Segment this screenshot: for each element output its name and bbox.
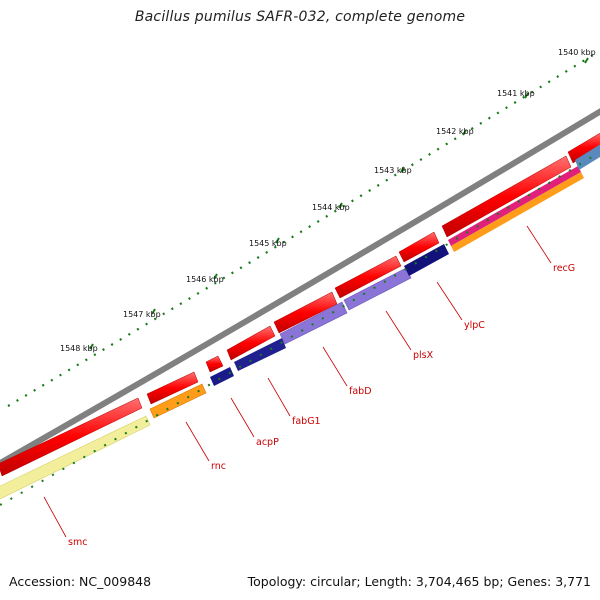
gene-label-smc: smc [68, 537, 87, 548]
inner-ticks [0, 151, 600, 506]
tick-label-1544: 1544 kbp [312, 203, 350, 212]
tick-label-1543: 1543 kbp [374, 166, 412, 175]
cds-plsX [334, 255, 402, 299]
gene-label-rnc: rnc [211, 461, 226, 472]
genome-summary-text: Topology: circular; Length: 3,704,465 bp… [247, 574, 591, 589]
genome-backbone [0, 108, 600, 467]
gene-label-plsX: plsX [413, 350, 434, 361]
gene-label-fabG1: fabG1 [292, 416, 321, 427]
cog-rnc [149, 383, 207, 419]
tick-label-1541: 1541 kbp [497, 89, 535, 98]
label-leaders [43, 225, 552, 538]
cds-acpP [205, 355, 224, 373]
cog-category-strand [0, 144, 600, 500]
cds-rnc [146, 371, 199, 405]
cog-ylpC [404, 244, 449, 276]
cds-next [567, 132, 600, 164]
cog-recG-b [451, 172, 584, 252]
tick-ring [7, 51, 599, 407]
cog-acpP [210, 367, 234, 386]
major-ticks [89, 57, 589, 350]
tick-label-1540: 1540 kbp [558, 48, 596, 57]
tick-label-1546: 1546 kbp [186, 275, 224, 284]
map-title: Bacillus pumilus SAFR-032, complete geno… [134, 9, 466, 25]
gene-label-ylpC: ylpC [464, 320, 485, 331]
tick-label-1545: 1545 kbp [249, 239, 287, 248]
cds-forward-strand [0, 132, 600, 477]
cog-next [575, 144, 600, 170]
cog-plsX [343, 267, 412, 311]
cog-smc [0, 415, 151, 500]
tick-label-1548: 1548 kbp [60, 344, 98, 353]
accession-text: Accession: NC_009848 [9, 574, 152, 589]
gene-label-acpP: acpP [256, 437, 279, 448]
cog-recG-a [448, 166, 581, 246]
gene-label-fabD: fabD [349, 386, 372, 397]
gene-label-recG: recG [553, 263, 575, 274]
tick-labels: 1540 kbp 1541 kbp 1542 kbp 1543 kbp 1544… [60, 48, 596, 353]
cds-ylpC [398, 231, 440, 263]
cds-fabD [273, 291, 338, 334]
cds-smc [0, 397, 143, 477]
gene-labels: smc rnc acpP fabG1 fabD plsX ylpC recG [68, 263, 575, 548]
cog-fabD [279, 301, 348, 345]
tick-label-1547: 1547 kbp [123, 310, 161, 319]
cds-fabG1 [226, 325, 276, 361]
cds-recG [441, 155, 572, 238]
tick-label-1542: 1542 kbp [436, 127, 474, 136]
